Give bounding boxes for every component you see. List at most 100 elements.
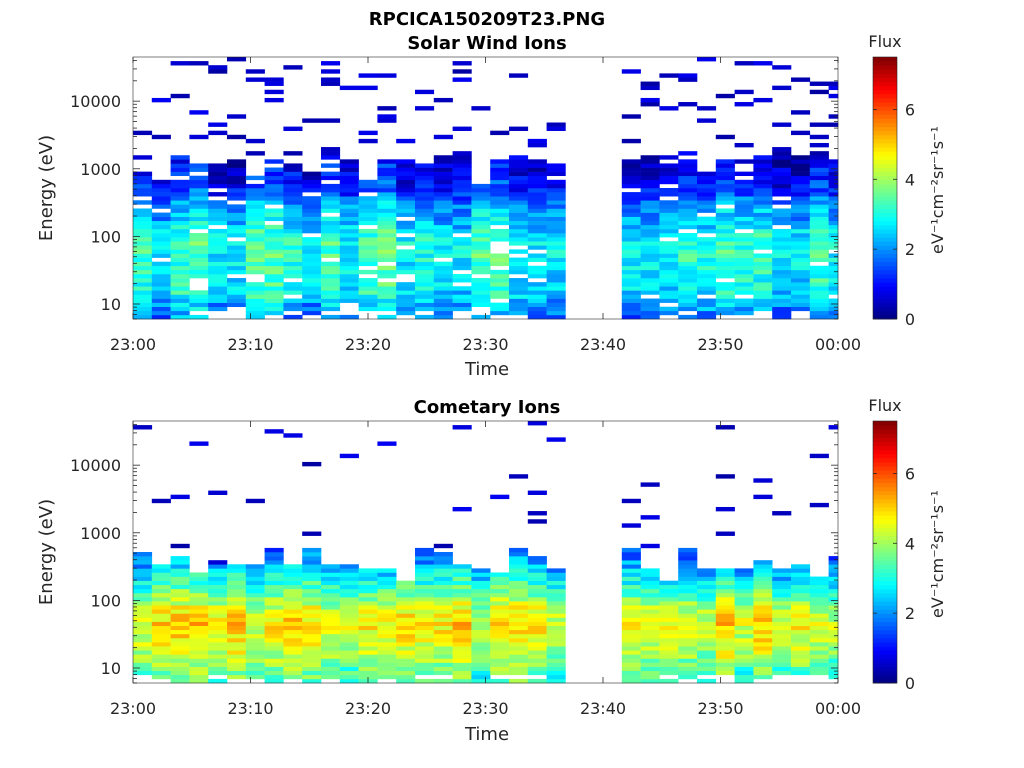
spectrogram-cell — [264, 278, 284, 283]
spectrogram-cell — [358, 220, 378, 226]
spectrogram-cell — [377, 621, 397, 626]
spectrogram-cell — [527, 597, 547, 602]
spectrogram-cell — [208, 69, 228, 74]
spectrogram-cell — [509, 269, 529, 275]
spectrogram-cell — [433, 666, 453, 672]
spectrogram-cell — [433, 228, 453, 234]
spectrogram-cell — [640, 155, 660, 160]
spectrogram-cell — [509, 126, 529, 131]
spectrogram-cell — [791, 617, 811, 622]
spectrogram-cell — [678, 151, 698, 156]
spectrogram-cell — [621, 498, 641, 504]
spectrogram-cell — [621, 216, 641, 222]
spectrogram-cell — [452, 625, 472, 631]
spectrogram-cell — [452, 159, 472, 164]
spectrogram-cell — [715, 294, 735, 299]
spectrogram-cell — [640, 97, 660, 103]
spectrogram-cell — [697, 216, 717, 222]
spectrogram-cell — [753, 625, 773, 631]
spectrogram-cell — [791, 261, 811, 267]
spectrogram-cell — [358, 592, 378, 598]
spectrogram-cell — [189, 249, 209, 254]
spectrogram-cell — [490, 273, 510, 279]
spectrogram-cell — [227, 183, 247, 189]
spectrogram-cell — [621, 564, 641, 569]
spectrogram-cell — [151, 637, 171, 643]
spectrogram-cell — [208, 294, 228, 299]
spectrogram-cell — [321, 241, 341, 246]
colorbar-segment — [873, 200, 897, 205]
spectrogram-cell — [433, 310, 453, 316]
spectrogram-cell — [433, 188, 453, 193]
spectrogram-cell — [678, 592, 698, 598]
spectrogram-cell — [509, 633, 529, 639]
spectrogram-cell — [509, 474, 529, 479]
spectrogram-cell — [208, 65, 228, 70]
spectrogram-cell — [245, 265, 265, 271]
spectrogram-cell — [415, 666, 435, 672]
spectrogram-cell — [791, 670, 811, 676]
spectrogram-cell — [715, 306, 735, 312]
spectrogram-cell — [734, 658, 754, 663]
spectrogram-cell — [678, 568, 698, 573]
colorbar-segment — [873, 265, 897, 271]
spectrogram-cell — [659, 298, 679, 303]
spectrogram-cell — [621, 249, 641, 254]
spectrogram-cell — [189, 290, 209, 295]
spectrogram-cell — [321, 151, 341, 156]
spectrogram-cell — [828, 646, 839, 651]
spectrogram-cell — [828, 245, 839, 250]
spectrogram-cell — [377, 580, 397, 586]
spectrogram-cell — [753, 478, 773, 483]
spectrogram-cell — [415, 298, 435, 303]
spectrogram-cell — [170, 543, 190, 549]
spectrogram-cell — [433, 294, 453, 299]
spectrogram-cell — [734, 179, 754, 185]
spectrogram-cell — [358, 282, 378, 287]
spectrogram-cell — [697, 106, 717, 111]
spectrogram-cell — [151, 314, 171, 320]
spectrogram-cell — [527, 257, 547, 262]
spectrogram-cell — [659, 261, 679, 267]
colorbar-segment — [873, 474, 897, 479]
spectrogram-cell — [640, 314, 660, 320]
colorbar-segment — [873, 151, 897, 156]
spectrogram-cell — [170, 605, 190, 610]
spectrogram-cell — [490, 253, 510, 258]
spectrogram-cell — [753, 269, 773, 275]
spectrogram-cell — [546, 237, 566, 242]
spectrogram-cell — [509, 650, 529, 655]
spectrogram-cell — [452, 204, 472, 209]
colorbar-segment — [873, 126, 897, 132]
spectrogram-cell — [339, 163, 359, 168]
spectrogram-cell — [772, 625, 792, 631]
spectrogram-cell — [133, 637, 153, 643]
spectrogram-cell — [170, 633, 190, 639]
spectrogram-cell — [283, 588, 303, 594]
spectrogram-cell — [433, 605, 453, 610]
spectrogram-cell — [245, 294, 265, 299]
spectrogram-cell — [339, 592, 359, 598]
spectrogram-cell — [170, 188, 190, 193]
spectrogram-cell — [396, 204, 416, 209]
spectrogram-cell — [753, 621, 773, 626]
colorbar-segment — [873, 249, 897, 254]
spectrogram-cell — [283, 257, 303, 262]
spectrogram-cell — [264, 183, 284, 189]
x-tick-label: 23:20 — [345, 335, 391, 354]
spectrogram-cell — [753, 220, 773, 226]
spectrogram-cell — [697, 192, 717, 197]
spectrogram-cell — [302, 118, 322, 123]
spectrogram-cell — [208, 122, 228, 127]
spectrogram-cell — [208, 269, 228, 275]
spectrogram-cell — [509, 282, 529, 287]
spectrogram-cell — [715, 200, 735, 205]
spectrogram-cell — [377, 633, 397, 639]
spectrogram-cell — [471, 592, 491, 598]
spectrogram-cell — [321, 269, 341, 275]
spectrogram-cell — [133, 568, 153, 573]
spectrogram-cell — [753, 265, 773, 271]
spectrogram-cell — [321, 605, 341, 610]
spectrogram-cell — [734, 633, 754, 639]
x-tick-label: 23:30 — [462, 699, 508, 718]
